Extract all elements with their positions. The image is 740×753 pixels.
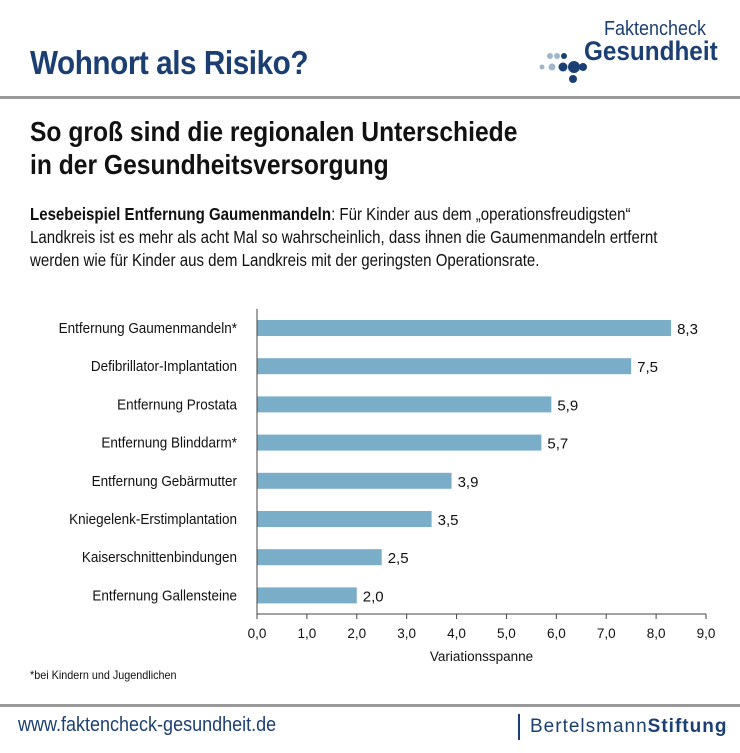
data-label: 7,5	[637, 359, 658, 376]
data-label: 5,7	[547, 436, 568, 453]
brand-divider	[518, 714, 520, 740]
reading-example-text: : Für Kinder aus dem „operationsfreudigs…	[30, 204, 658, 270]
x-tick-label: 8,0	[647, 626, 666, 641]
bar-chart: Entfernung Gaumenmandeln* 8,3 Defibrillato…	[59, 308, 716, 664]
brand-light: Bertelsmann	[530, 716, 648, 737]
bar	[257, 320, 672, 336]
logo-text-faktencheck: Faktencheck	[604, 18, 707, 40]
category-label: Entfernung Gebärmutter	[92, 473, 238, 490]
logo-dots-icon	[539, 53, 587, 83]
category-label: Entfernung Gaumenmandeln*	[59, 320, 238, 337]
category-label: Entfernung Gallensteine	[92, 588, 237, 605]
x-tick-label: 5,0	[497, 626, 516, 641]
bar	[257, 472, 452, 489]
bar	[257, 511, 432, 527]
data-label: 3,9	[458, 474, 479, 491]
x-tick-label: 6,0	[547, 626, 566, 641]
website-link[interactable]: www.faktencheck-gesundheit.de	[18, 714, 277, 736]
category-label: Kniegelenk-Erstimplantation	[69, 511, 237, 528]
category-label: Defibrillator-Implantation	[91, 359, 237, 376]
category-label: Kaiserschnittenbindungen	[82, 550, 237, 567]
category-label: Entfernung Prostata	[117, 397, 237, 414]
bar	[257, 396, 552, 413]
reading-example-label: Lesebeispiel Entfernung Gaumenmandeln	[30, 204, 332, 224]
data-label: 8,3	[677, 321, 698, 338]
x-tick-label: 4,0	[447, 626, 466, 641]
data-label: 2,5	[388, 550, 409, 567]
footnote: *bei Kindern und Jugendlichen	[30, 668, 177, 682]
header-divider	[0, 96, 740, 99]
bar	[257, 587, 357, 604]
subtitle-line-1: So groß sind die regionalen Unterschiede	[30, 116, 518, 147]
footer-divider	[0, 704, 740, 707]
logo-text-gesundheit: Gesundheit	[584, 36, 718, 66]
subtitle-line-2: in der Gesundheitsversorgung	[30, 149, 389, 180]
category-label: Entfernung Blinddarm*	[101, 435, 237, 452]
page-title: Wohnort als Risiko?	[30, 44, 309, 81]
x-tick-label: 0,0	[248, 626, 267, 641]
x-tick-label: 1,0	[297, 626, 316, 641]
x-tick-label: 7,0	[597, 626, 616, 641]
x-tick-label: 2,0	[347, 626, 366, 641]
brand-bold: Stiftung	[647, 716, 728, 737]
bar	[257, 549, 382, 566]
brand-logo: BertelsmannStiftung	[530, 716, 727, 738]
x-tick-label: 9,0	[697, 626, 716, 641]
bar	[257, 358, 632, 375]
data-label: 2,0	[363, 588, 384, 605]
reading-example: Lesebeispiel Entfernung Gaumenmandeln: F…	[30, 203, 684, 272]
data-label: 3,5	[438, 512, 459, 529]
data-label: 5,9	[557, 397, 578, 414]
x-tick-label: 3,0	[397, 626, 416, 641]
bar	[257, 434, 542, 451]
x-axis-label: Variationsspanne	[430, 649, 533, 664]
